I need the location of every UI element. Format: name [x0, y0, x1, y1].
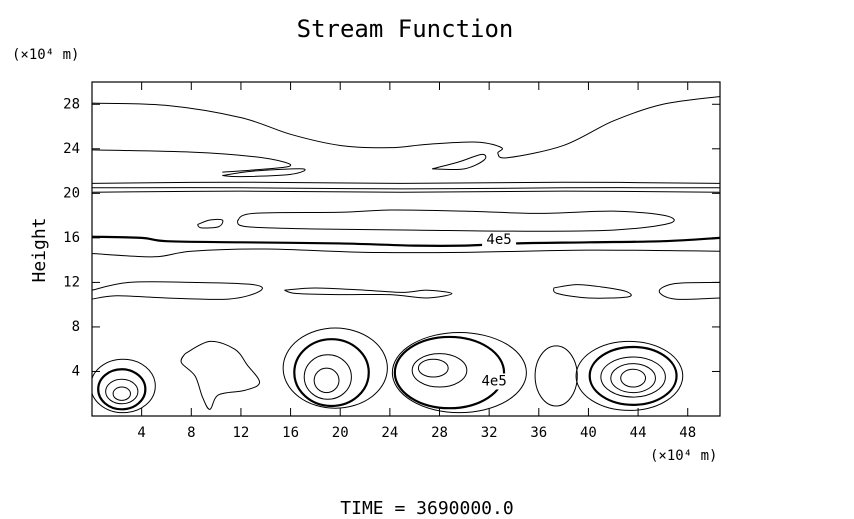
contour-ring	[303, 354, 352, 400]
plot-frame	[91, 81, 721, 417]
contour-ring	[293, 338, 370, 408]
contour-line	[236, 209, 675, 232]
x-tick-label: 8	[187, 425, 195, 441]
contour-label-bg	[477, 373, 512, 390]
contour-ring	[620, 368, 647, 388]
contour-line	[222, 168, 306, 178]
x-tick-label: 16	[282, 425, 299, 441]
x-tick-label: 20	[332, 425, 349, 441]
contour-label-bg	[482, 232, 517, 249]
x-tick-label: 40	[580, 425, 597, 441]
y-tick-label: 4	[72, 363, 80, 379]
y-tick-label: 16	[63, 230, 80, 246]
contour-line	[92, 95, 720, 159]
x-tick-label: 12	[233, 425, 250, 441]
contour-ring	[575, 340, 684, 411]
x-unit: (×10⁴ m)	[650, 448, 717, 464]
contour-line	[92, 281, 263, 300]
contour-line	[284, 287, 453, 299]
contour-line	[92, 149, 292, 173]
contour-ring	[534, 345, 578, 407]
chart-title: Stream Function	[297, 15, 514, 43]
contours	[92, 95, 720, 414]
y-tick-label: 20	[63, 185, 80, 201]
contour-ring	[393, 335, 506, 410]
x-tick-label: 4	[137, 425, 145, 441]
footer: TIME = 3690000.0	[340, 498, 513, 519]
contour-line	[197, 218, 224, 229]
contour-ring	[97, 368, 147, 411]
x-tick-label: 28	[431, 425, 448, 441]
contour-ring	[417, 358, 449, 378]
contour-ring	[313, 367, 340, 394]
x-tick-label: 36	[530, 425, 547, 441]
y-tick-label: 24	[63, 141, 80, 157]
contour-line	[658, 281, 720, 300]
contour-ring	[105, 378, 139, 405]
contour-ring	[112, 386, 131, 401]
contour-ring	[600, 356, 666, 398]
contour-ring	[610, 363, 656, 394]
x-tick-label: 44	[630, 425, 647, 441]
contour-label: 4e5	[481, 373, 506, 389]
y-tick-label: 28	[63, 96, 80, 112]
contour-line	[431, 153, 487, 170]
x-tick-label: 24	[381, 425, 398, 441]
y-unit: (×10⁴ m)	[12, 47, 79, 63]
contour-ring	[588, 345, 678, 406]
contour-ring	[391, 332, 527, 414]
contour-line	[180, 340, 261, 410]
contour-line	[92, 190, 720, 193]
contour-line	[553, 284, 632, 299]
contour-line	[92, 235, 720, 248]
x-tick-label: 32	[481, 425, 498, 441]
x-tick-label: 48	[679, 425, 696, 441]
contour-ring	[282, 327, 388, 409]
contour-label: 4e5	[486, 232, 511, 248]
contour-ring	[92, 358, 156, 414]
y-axis-label: Height	[29, 217, 50, 282]
contour-ring	[411, 353, 468, 388]
contour-line	[92, 187, 720, 190]
contour-line	[92, 248, 720, 258]
y-tick-label: 12	[63, 274, 80, 290]
y-tick-label: 8	[72, 319, 80, 335]
contour-line	[92, 181, 720, 184]
